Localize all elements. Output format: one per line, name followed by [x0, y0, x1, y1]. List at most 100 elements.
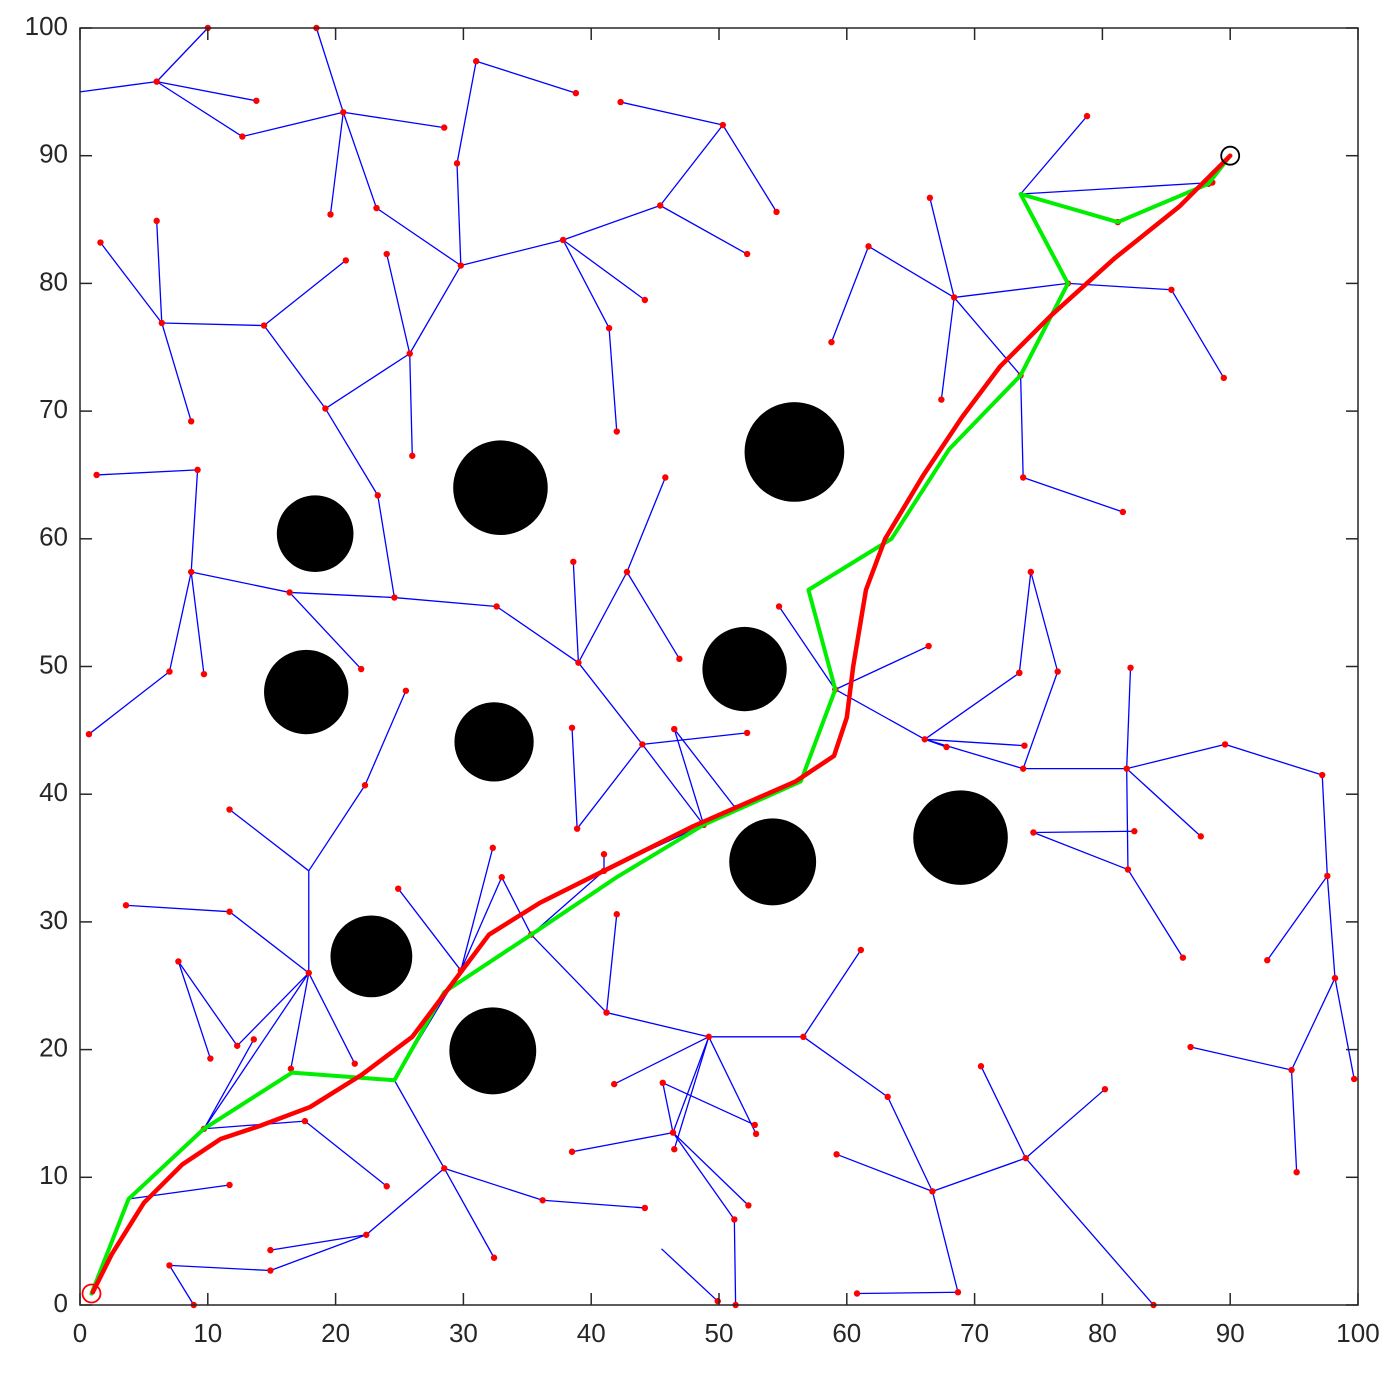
- tree-node: [357, 665, 365, 673]
- tree-node: [93, 471, 100, 479]
- tree-node: [175, 958, 182, 965]
- tree-node: [490, 1254, 498, 1261]
- obstacle: [729, 818, 817, 906]
- tree-edge: [931, 1191, 959, 1293]
- tree-node: [1264, 957, 1271, 964]
- obstacle: [913, 790, 1008, 885]
- tree-node: [752, 1130, 760, 1138]
- obstacle: [449, 1007, 537, 1095]
- tree-node: [166, 668, 173, 675]
- tree-edge: [308, 972, 356, 1064]
- tree-edge: [1126, 768, 1202, 837]
- tree-edge: [642, 732, 748, 746]
- y-tick-label: 0: [54, 1288, 68, 1318]
- tree-node: [1319, 771, 1326, 779]
- tree-edge: [496, 605, 579, 664]
- tree-edge: [868, 245, 955, 299]
- tree-node: [719, 121, 727, 129]
- tree-node: [233, 1042, 241, 1049]
- tree-edge: [456, 61, 477, 164]
- tree-edge: [460, 876, 503, 971]
- tree-edge: [325, 353, 411, 410]
- tree-node: [1324, 872, 1331, 880]
- tree-edge: [924, 738, 947, 748]
- tree-node: [1197, 833, 1205, 840]
- tree-edge: [887, 1096, 934, 1192]
- tree-edge: [203, 1039, 255, 1130]
- tree-edge: [572, 561, 580, 663]
- tree-edge: [393, 1079, 445, 1169]
- tree-node: [954, 1289, 962, 1296]
- tree-edge: [1033, 831, 1129, 871]
- tree-edge: [304, 1120, 388, 1187]
- tree-node: [226, 806, 233, 813]
- x-tick-label: 60: [832, 1318, 861, 1348]
- tree-edge: [954, 282, 1068, 299]
- obstacle: [454, 702, 534, 782]
- tree-edge: [924, 672, 1020, 740]
- tree-edge: [475, 60, 577, 94]
- tree-edge: [229, 911, 310, 974]
- tree-node: [1019, 765, 1027, 772]
- tree-edge: [190, 571, 205, 675]
- tree-edge: [626, 571, 680, 660]
- tree-node: [828, 338, 835, 346]
- tree-node: [373, 204, 380, 212]
- tree-edge: [857, 1291, 958, 1295]
- tree-edge: [1033, 830, 1135, 834]
- tree-edge: [125, 904, 230, 913]
- tree-edge: [443, 1168, 495, 1259]
- tree-node: [617, 98, 624, 106]
- tree-edge: [161, 322, 265, 327]
- tree-edge: [1022, 476, 1124, 513]
- tree-edge: [836, 1153, 933, 1192]
- obstacle: [702, 626, 787, 712]
- tree-edge: [1290, 1069, 1298, 1173]
- tree-edge: [778, 606, 836, 690]
- y-tick-label: 100: [25, 11, 68, 41]
- obstacle: [330, 915, 413, 998]
- tree-node: [714, 1297, 721, 1305]
- tree-node: [1221, 741, 1229, 748]
- tree-edge: [79, 80, 157, 93]
- tree-edge: [571, 1131, 674, 1153]
- tree-edge: [236, 972, 310, 1047]
- tree-edge: [456, 163, 462, 266]
- tree-node: [1123, 765, 1130, 772]
- tree-node: [657, 202, 664, 209]
- tree-node: [489, 844, 496, 852]
- tree-node: [1054, 668, 1061, 675]
- tree-node: [85, 730, 93, 738]
- y-tick-label: 50: [39, 649, 68, 679]
- tree-edge: [980, 1065, 1027, 1159]
- tree-edge: [1266, 875, 1328, 961]
- tree-node: [676, 655, 683, 663]
- tree-edge: [1326, 875, 1336, 979]
- tree-edge: [659, 124, 724, 206]
- tree-edge: [626, 477, 666, 573]
- tree-node: [457, 262, 465, 269]
- y-tick-label: 40: [39, 777, 68, 807]
- tree-node: [97, 239, 104, 246]
- tree-node: [611, 1080, 618, 1088]
- tree-edge: [168, 571, 192, 672]
- tree-edge: [263, 259, 347, 327]
- tree-node: [153, 217, 160, 225]
- tree-node: [383, 250, 390, 258]
- tree-node: [921, 736, 928, 743]
- tree-node: [603, 1009, 610, 1016]
- tree-edge: [169, 1264, 271, 1272]
- tree-node: [743, 729, 751, 737]
- tree-node: [498, 874, 505, 881]
- tree-node: [166, 1262, 173, 1269]
- tree-edge: [577, 662, 643, 745]
- tree-edge: [953, 297, 1022, 376]
- tree-node: [938, 396, 945, 403]
- start-marker: [81, 1283, 102, 1304]
- tree-edge: [156, 220, 163, 324]
- x-tick-label: 20: [321, 1318, 350, 1348]
- tree-node: [226, 908, 233, 915]
- tree-edge: [662, 1082, 756, 1126]
- tree-edge: [562, 239, 646, 301]
